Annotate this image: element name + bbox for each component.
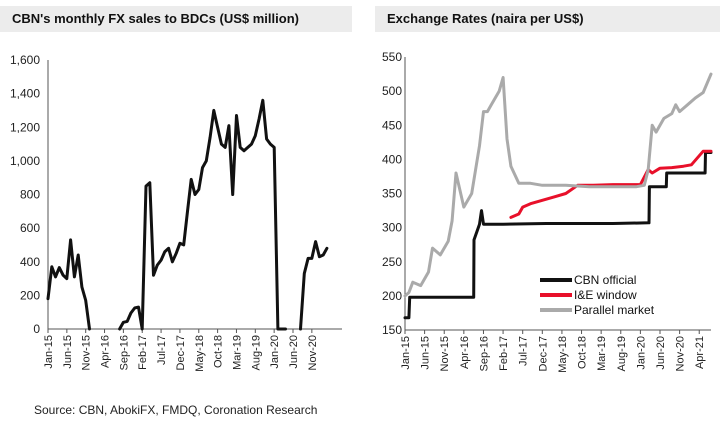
y-tick-label: 1,200 xyxy=(10,120,40,134)
x-tick-label: Dec-17 xyxy=(175,335,187,370)
x-tick-label: Nov-15 xyxy=(439,336,451,371)
series-line-fx-sales-0 xyxy=(46,238,91,331)
legend-label-parallel-market: Parallel market xyxy=(574,303,655,317)
x-tick-label: Jul-17 xyxy=(156,335,168,365)
x-tick-label: Jun-15 xyxy=(62,335,74,369)
x-tick-label: Jul-17 xyxy=(518,336,530,366)
x-tick-label: Mar-19 xyxy=(231,335,243,370)
x-tick-label: Nov-20 xyxy=(307,335,319,370)
y-tick-label: 0 xyxy=(33,322,40,336)
x-tick-label: Apr-16 xyxy=(459,336,471,369)
y-tick-label: 1,400 xyxy=(10,87,40,101)
x-tick-label: Feb-17 xyxy=(498,336,510,371)
series-line-cbn-official-0 xyxy=(403,151,713,320)
y-tick-label: 450 xyxy=(382,118,402,132)
y-tick-label: 600 xyxy=(20,221,40,235)
left-chart-title: CBN's monthly FX sales to BDCs (US$ mill… xyxy=(0,6,352,32)
y-tick-label: 1,600 xyxy=(10,53,40,67)
y-tick-label: 350 xyxy=(382,187,402,201)
x-tick-label: Sep-16 xyxy=(478,336,490,371)
x-tick-label: Oct-18 xyxy=(213,335,225,368)
series-line-i-e-window-0 xyxy=(509,149,713,219)
x-tick-label: Oct-18 xyxy=(577,336,589,369)
y-tick-label: 250 xyxy=(382,255,402,269)
right-chart-title: Exchange Rates (naira per US$) xyxy=(375,6,720,32)
y-tick-label: 1,000 xyxy=(10,154,40,168)
x-tick-label: Jun-15 xyxy=(420,336,432,370)
series-line-fx-sales-1 xyxy=(118,98,287,331)
x-tick-label: Jan-20 xyxy=(635,336,647,370)
y-tick-label: 150 xyxy=(382,323,402,337)
y-tick-label: 400 xyxy=(382,152,402,166)
x-tick-label: May-18 xyxy=(194,335,206,372)
x-tick-label: Feb-17 xyxy=(137,335,149,370)
y-tick-label: 400 xyxy=(20,255,40,269)
x-tick-label: Nov-20 xyxy=(675,336,687,371)
x-tick-label: Dec-17 xyxy=(537,336,549,371)
x-tick-label: Jan-20 xyxy=(269,335,281,369)
y-tick-label: 500 xyxy=(382,84,402,98)
x-tick-label: Sep-16 xyxy=(118,335,130,370)
y-tick-label: 300 xyxy=(382,221,402,235)
y-tick-label: 200 xyxy=(20,288,40,302)
x-tick-label: Nov-15 xyxy=(81,335,93,370)
x-tick-label: Aug-19 xyxy=(250,335,262,370)
source-note: Source: CBN, AbokiFX, FMDQ, Coronation R… xyxy=(34,403,318,417)
x-tick-label: Jan-15 xyxy=(43,335,55,369)
y-tick-label: 800 xyxy=(20,188,40,202)
legend-label-i-e-window: I&E window xyxy=(574,288,637,302)
x-tick-label: Jun-20 xyxy=(288,335,300,369)
legend-label-cbn-official: CBN official xyxy=(574,273,636,287)
series-line-fx-sales-2 xyxy=(299,240,329,331)
x-tick-label: Jan-15 xyxy=(400,336,412,370)
x-tick-label: Apr-21 xyxy=(694,336,706,369)
x-tick-label: May-18 xyxy=(557,336,569,373)
y-tick-label: 550 xyxy=(382,50,402,64)
y-tick-label: 200 xyxy=(382,289,402,303)
x-tick-label: Jun-20 xyxy=(655,336,667,370)
x-tick-label: Apr-16 xyxy=(100,335,112,368)
series-line-parallel-market-0 xyxy=(403,72,713,298)
x-tick-label: Mar-19 xyxy=(596,336,608,371)
x-tick-label: Aug-19 xyxy=(616,336,628,371)
